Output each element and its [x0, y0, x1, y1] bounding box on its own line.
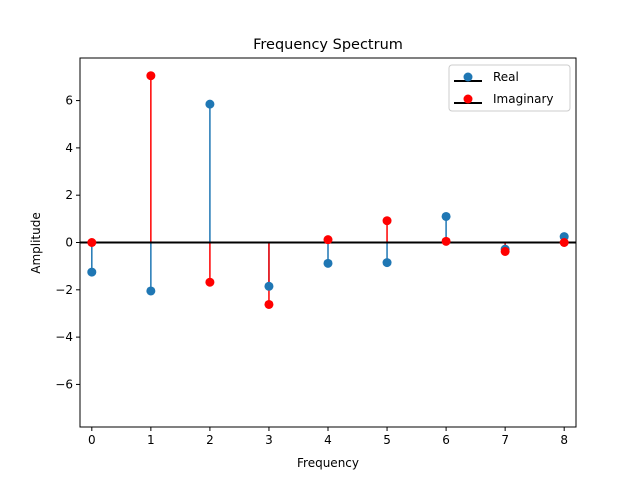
- y-tick-label--4: −4: [55, 330, 73, 344]
- y-tick-label--2: −2: [55, 283, 73, 297]
- legend-label-real: Real: [493, 70, 519, 84]
- legend-marker-imaginary: [463, 94, 473, 104]
- real-marker-3: [264, 281, 274, 291]
- real-marker-2: [205, 99, 215, 109]
- x-tick-label-8: 8: [560, 433, 568, 447]
- x-tick-label-2: 2: [206, 433, 214, 447]
- imaginary-marker-1: [146, 71, 156, 81]
- real-marker-6: [441, 211, 451, 221]
- y-tick-label-4: 4: [65, 141, 73, 155]
- x-tick-label-4: 4: [324, 433, 332, 447]
- imaginary-marker-8: [559, 238, 569, 247]
- y-tick-label-6: 6: [65, 94, 73, 108]
- imaginary-marker-5: [382, 216, 392, 226]
- real-marker-1: [146, 286, 156, 296]
- x-tick-label-7: 7: [501, 433, 509, 447]
- x-tick-label-1: 1: [147, 433, 155, 447]
- legend-box: [448, 64, 571, 112]
- chart-title: Frequency Spectrum: [253, 37, 403, 53]
- y-axis-label: Amplitude: [29, 212, 43, 274]
- imaginary-marker-3: [264, 299, 274, 309]
- legend-label-imaginary: Imaginary: [493, 92, 554, 106]
- imaginary-marker-6: [441, 236, 451, 246]
- real-marker-5: [382, 258, 392, 268]
- real-marker-0: [87, 267, 97, 277]
- y-tick-label-2: 2: [65, 188, 73, 202]
- y-tick-label--6: −6: [55, 377, 73, 391]
- x-tick-label-0: 0: [88, 433, 96, 447]
- x-axis-label: Frequency: [297, 456, 359, 470]
- imaginary-marker-0: [87, 238, 97, 247]
- y-tick-label-0: 0: [65, 236, 73, 250]
- legend: Real Imaginary: [448, 64, 571, 112]
- legend-marker-real: [463, 72, 473, 82]
- real-marker-4: [323, 258, 333, 268]
- x-tick-label-6: 6: [442, 433, 450, 447]
- x-tick-label-3: 3: [265, 433, 273, 447]
- imaginary-marker-4: [323, 235, 333, 245]
- x-tick-label-5: 5: [383, 433, 391, 447]
- plot-area: 0 1 2 3 4 5 6 7 8 −6 −4 −2 0 2 4 6: [55, 57, 577, 447]
- imaginary-marker-2: [205, 277, 215, 287]
- imaginary-marker-7: [500, 246, 510, 256]
